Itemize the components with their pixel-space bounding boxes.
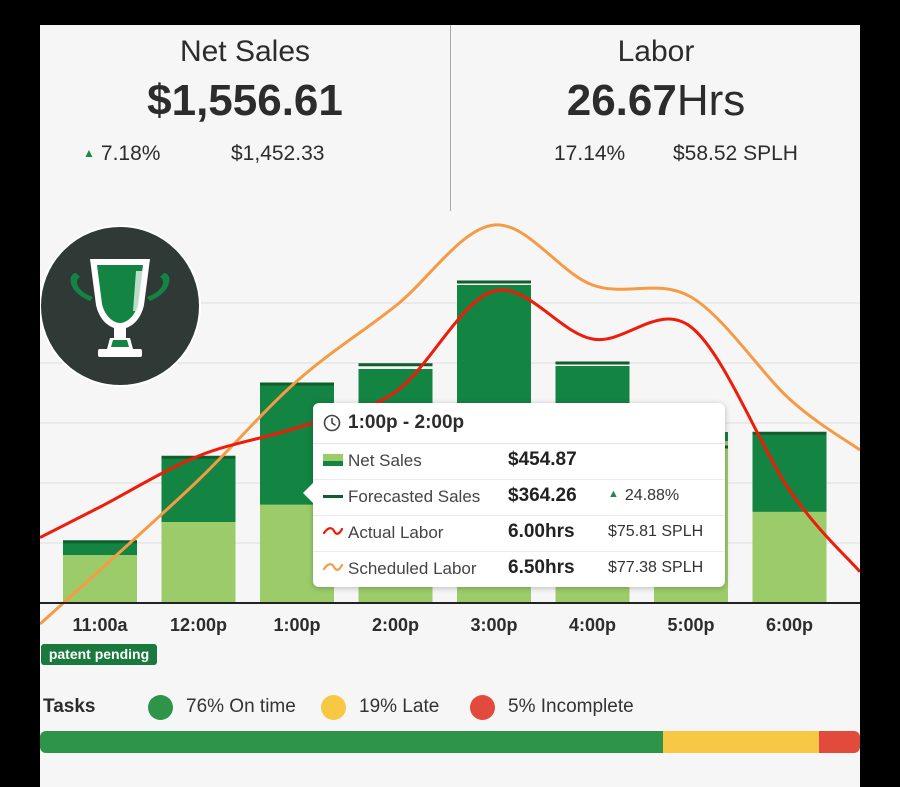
tooltip-label: Actual Labor: [348, 523, 444, 542]
labor-percent: 17.14%: [554, 142, 626, 165]
progress-incomplete: [819, 731, 860, 753]
tooltip-header: 1:00p - 2:00p: [313, 403, 725, 444]
labor-hours: 26.67: [566, 76, 677, 125]
labor-unit: Hrs: [676, 76, 746, 125]
x-tick-label: 6:00p: [766, 615, 813, 635]
bar-net-sales-base: [752, 511, 827, 603]
tasks-progress-bar[interactable]: [40, 731, 860, 753]
actual-labor-line: [40, 288, 860, 573]
forecast-change: 24.88%: [624, 487, 680, 504]
scheduled-labor-line: [40, 223, 860, 626]
kpi-divider: [450, 25, 451, 211]
tasks-title: Tasks: [43, 696, 96, 717]
chart-lines: [40, 223, 860, 626]
tooltip-row-actual-labor: Actual Labor 6.00hrs $75.81 SPLH: [313, 515, 725, 552]
bar-net-sales-base: [63, 555, 137, 603]
net-sales-panel[interactable]: Net Sales $1,556.61 ▲ 7.18% $1,452.33: [40, 25, 450, 210]
x-tick-label: 12:00p: [170, 615, 227, 635]
labor-splh: $58.52 SPLH: [673, 142, 798, 165]
net-sales-forecast: $1,452.33: [231, 142, 325, 165]
late-dot-icon: [321, 695, 346, 720]
trophy-badge[interactable]: [40, 225, 201, 387]
net-sales-value: $1,556.61: [147, 76, 343, 125]
tooltip-row-forecast: Forecasted Sales $364.26 ▲ 24.88%: [313, 479, 725, 516]
progress-late: [663, 731, 819, 753]
tooltip-row-scheduled-labor: Scheduled Labor 6.50hrs $77.38 SPLH: [313, 551, 725, 587]
trophy-icon: [70, 259, 170, 357]
net-sales-title: Net Sales: [179, 35, 311, 68]
tooltip-value: $364.26: [508, 485, 577, 506]
legend-incomplete-label: 5% Incomplete: [508, 696, 634, 717]
tooltip-value: 6.00hrs: [508, 521, 575, 542]
actual-labor-wave-icon: [323, 527, 343, 535]
tooltip-extra: $77.38 SPLH: [608, 559, 704, 576]
tooltip-extra: ▲ 24.88%: [608, 487, 679, 505]
tooltip-value: $454.87: [508, 449, 577, 470]
tooltip-pointer: [303, 483, 313, 503]
patent-pending-badge: patent pending: [41, 644, 157, 665]
tooltip-time-range: 1:00p - 2:00p: [348, 412, 465, 433]
labor-value: 26.67Hrs: [451, 76, 860, 126]
tooltip-extra: $75.81 SPLH: [608, 523, 704, 540]
incomplete-dot-icon: [470, 695, 495, 720]
x-tick-label: 2:00p: [372, 615, 419, 635]
trend-up-icon: ▲: [608, 488, 619, 500]
tooltip-label: Scheduled Labor: [348, 559, 477, 578]
progress-on-time: [40, 731, 664, 753]
x-axis-labels: 11:00a 12:00p 1:00p 2:00p 3:00p 4:00p 5:00p 6:0…: [72, 615, 813, 635]
tooltip-label: Forecasted Sales: [348, 487, 481, 506]
x-tick-label: 1:00p: [273, 615, 320, 635]
chart-tooltip: 1:00p - 2:00p Net Sales $454.87 Forecast…: [303, 403, 725, 587]
net-sales-change-value: 7.18%: [100, 142, 161, 165]
on-time-dot-icon: [148, 695, 173, 720]
labor-title: Labor: [617, 35, 695, 68]
trend-up-icon: ▲: [83, 146, 95, 160]
bar-net-sales-base: [161, 522, 236, 603]
x-tick-label: 3:00p: [470, 615, 517, 635]
x-tick-label: 4:00p: [569, 615, 616, 635]
tooltip-label: Net Sales: [348, 451, 422, 470]
x-tick-label: 11:00a: [72, 615, 128, 635]
legend-late-label: 19% Late: [359, 696, 440, 717]
forecast-line-icon: [323, 495, 343, 498]
legend-on-time-label: 76% On time: [186, 696, 296, 717]
scheduled-labor-wave-icon: [323, 563, 343, 571]
dashboard-card: Net Sales $1,556.61 ▲ 7.18% $1,452.33 Lab…: [40, 25, 860, 787]
tooltip-row-net-sales: Net Sales $454.87: [313, 443, 725, 480]
labor-panel[interactable]: Labor 26.67Hrs 17.14% $58.52 SPLH: [451, 25, 860, 210]
clock-icon: [323, 414, 341, 432]
net-sales-change: ▲ 7.18%: [83, 142, 160, 166]
x-tick-label: 5:00p: [667, 615, 714, 635]
tooltip-value: 6.50hrs: [508, 557, 575, 578]
net-sales-swatch-icon: [323, 454, 343, 466]
